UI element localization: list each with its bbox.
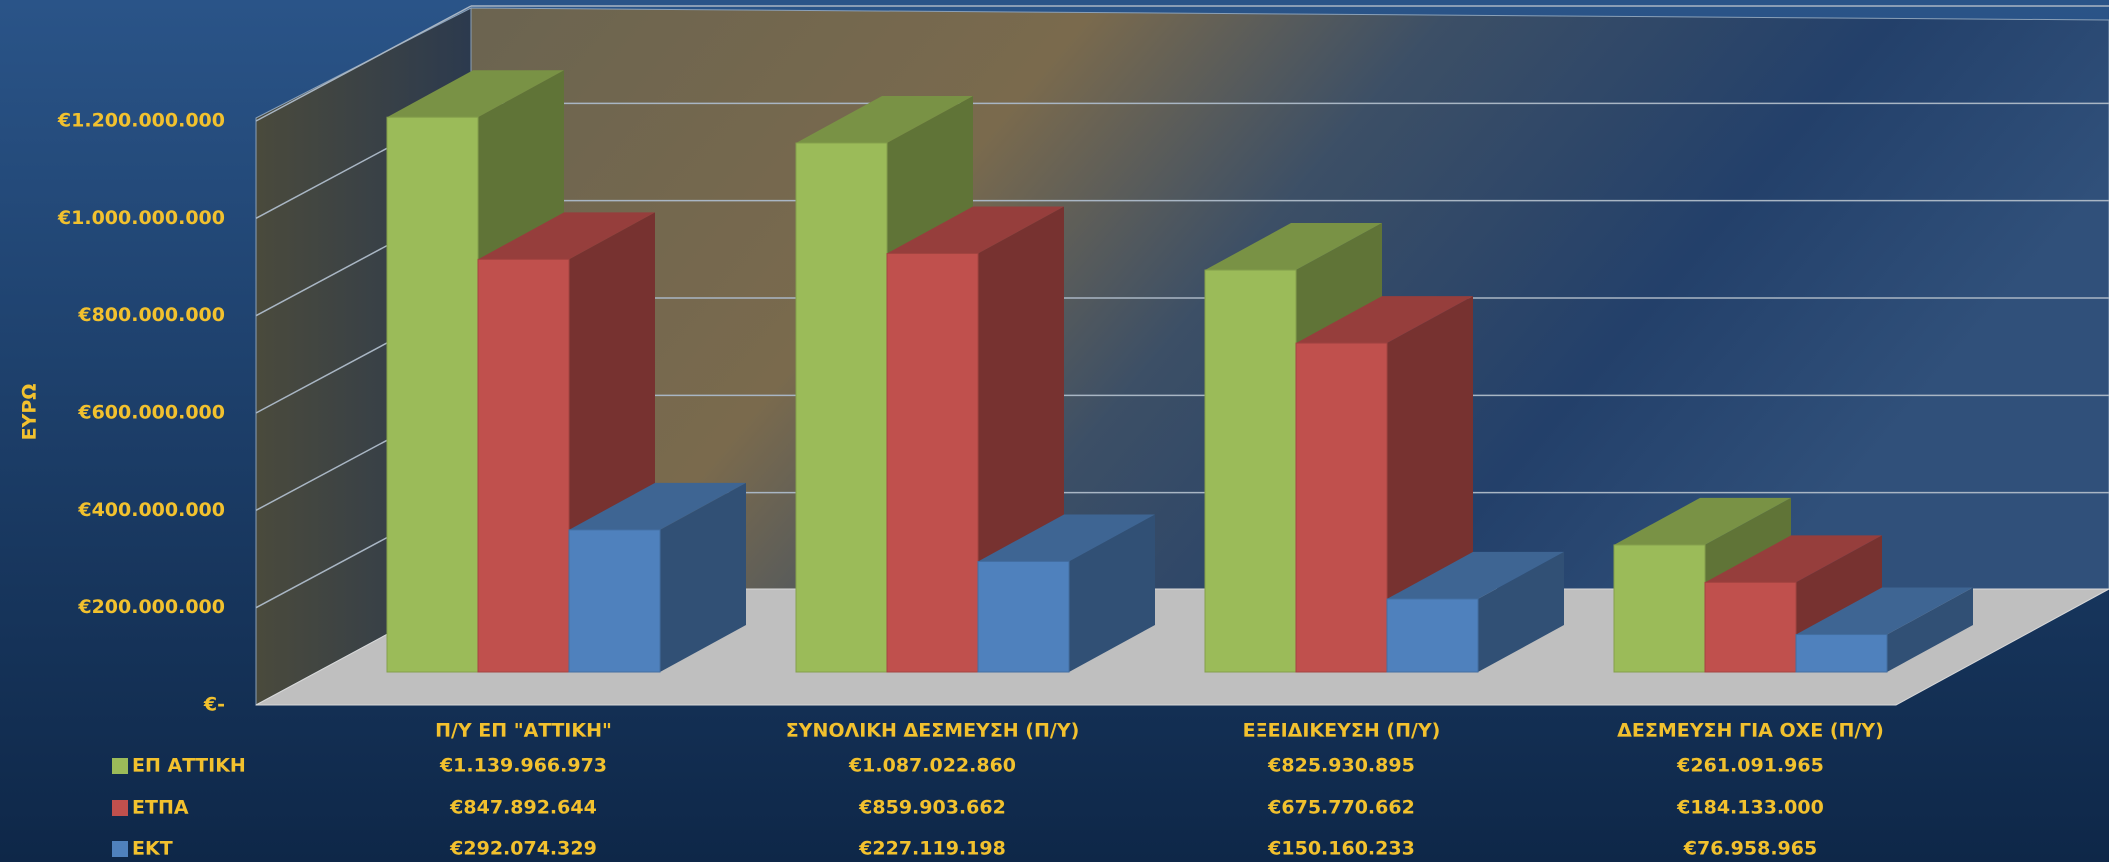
- x-tick-label: ΣΥΝΟΛΙΚΗ ΔΕΣΜΕΥΣΗ (Π/Υ): [786, 720, 1080, 742]
- y-axis-title: ΕΥΡΩ: [19, 384, 41, 441]
- table-value: €150.160.233: [1267, 838, 1415, 860]
- legend-swatch: [112, 800, 128, 816]
- y-tick-label: €1.000.000.000: [57, 207, 225, 229]
- y-tick-label: €800.000.000: [77, 304, 225, 326]
- bar: [1796, 635, 1887, 672]
- bar: [387, 117, 478, 672]
- table-value: €859.903.662: [858, 797, 1006, 819]
- legend-label: ΕΚΤ: [132, 838, 173, 860]
- bar: [978, 561, 1069, 672]
- x-tick-label: ΕΞΕΙΔΙΚΕΥΣΗ (Π/Υ): [1243, 720, 1441, 742]
- page: {"chart_data": { "type": "bar3d", "y_axi…: [0, 0, 2109, 862]
- y-tick-label: €600.000.000: [77, 402, 225, 424]
- legend-swatch: [112, 841, 128, 857]
- table-value: €1.139.966.973: [439, 755, 607, 777]
- x-tick-label: Π/Υ ΕΠ "ΑΤΤΙΚΗ": [435, 720, 612, 742]
- table-value: €1.087.022.860: [848, 755, 1016, 777]
- bar: [1387, 599, 1478, 672]
- bar: [1205, 270, 1296, 672]
- legend-label: ΕΠ ΑΤΤΙΚΗ: [132, 755, 246, 777]
- table-value: €675.770.662: [1267, 797, 1415, 819]
- table-value: €76.958.965: [1683, 838, 1817, 860]
- bar: [478, 259, 569, 672]
- bar: [569, 530, 660, 672]
- table-value: €292.074.329: [449, 838, 597, 860]
- table-value: €184.133.000: [1676, 797, 1824, 819]
- y-tick-label: €200.000.000: [77, 596, 225, 618]
- bar: [1296, 343, 1387, 672]
- table-value: €825.930.895: [1267, 755, 1415, 777]
- table-value: €261.091.965: [1676, 755, 1824, 777]
- bar: [796, 143, 887, 672]
- chart: ΕΥΡΩ €- €200.000.000 €400.000.000 €600.000.…: [0, 0, 2109, 862]
- y-tick-label: €-: [203, 694, 225, 716]
- bar: [1705, 582, 1796, 672]
- bar: [1614, 545, 1705, 672]
- legend-swatch: [112, 758, 128, 774]
- y-tick-label: €1.200.000.000: [57, 110, 225, 132]
- bar: [887, 254, 978, 672]
- table-value: €227.119.198: [858, 838, 1006, 860]
- y-tick-label: €400.000.000: [77, 499, 225, 521]
- legend-label: ΕΤΠΑ: [132, 797, 189, 819]
- table-value: €847.892.644: [449, 797, 597, 819]
- x-tick-label: ΔΕΣΜΕΥΣΗ ΓΙΑ ΟΧΕ (Π/Υ): [1617, 720, 1884, 742]
